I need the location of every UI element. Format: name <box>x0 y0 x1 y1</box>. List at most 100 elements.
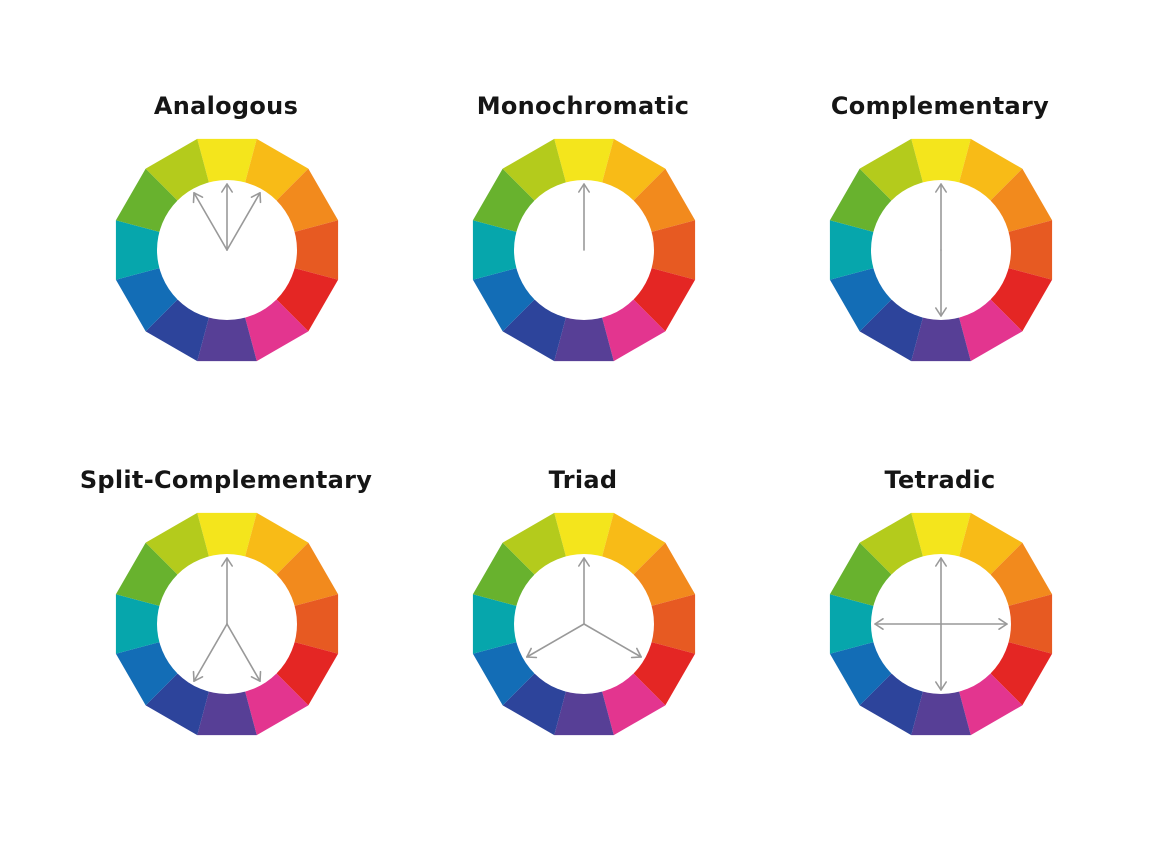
wheel-segment-yellow <box>197 138 257 183</box>
wheel-segment-red <box>633 268 696 332</box>
wheel-segment-yellow <box>554 138 614 183</box>
arrow--30deg <box>192 192 228 251</box>
arrow-120deg <box>583 623 642 659</box>
wheel-segment-blue <box>472 642 535 706</box>
wheel-segment-red-orange <box>294 594 339 654</box>
color-wheel-triad <box>472 512 696 736</box>
wheel-segment-blue-violet <box>145 673 209 736</box>
wheel-segment-red-orange <box>1008 594 1053 654</box>
wheel-segment-blue-green <box>115 594 160 654</box>
arrow-210deg <box>192 623 228 682</box>
arrow-0deg <box>221 557 233 625</box>
arrow-240deg <box>526 623 585 659</box>
wheel-segment-blue <box>829 642 892 706</box>
wheel-segment-green <box>115 168 178 232</box>
wheel-segment-red-orange <box>1008 220 1053 280</box>
wheel-segment-blue-violet <box>145 299 209 362</box>
diagram-title: Complementary <box>830 92 1050 120</box>
wheel-segment-red-violet <box>245 299 309 362</box>
wheel-segment-yellow-orange <box>602 512 666 575</box>
diagram-complementary: Complementary <box>750 92 1130 422</box>
wheel-segment-red-violet <box>959 673 1023 736</box>
wheel-segment-yellow-orange <box>959 512 1023 575</box>
wheel-segment-red <box>990 642 1053 706</box>
arrow-30deg <box>226 192 262 251</box>
wheel-segment-green <box>829 168 892 232</box>
diagram-title: Triad <box>548 466 618 494</box>
wheel-segment-yellow <box>911 512 971 557</box>
wheel-segment-blue <box>115 268 178 332</box>
arrow-270deg <box>874 618 942 630</box>
diagram-title: Monochromatic <box>476 92 690 120</box>
wheel-segment-orange <box>990 168 1053 232</box>
wheel-segment-red-violet <box>602 673 666 736</box>
wheel-segment-yellow-green <box>859 512 923 575</box>
arrow-180deg <box>935 623 947 691</box>
diagram-title: Split-Complementary <box>79 466 373 494</box>
wheel-segment-violet <box>554 317 614 362</box>
diagram-title: Analogous <box>153 92 299 120</box>
wheel-segment-yellow <box>911 138 971 183</box>
wheel-segment-blue <box>829 268 892 332</box>
wheel-segment-red <box>633 642 696 706</box>
arrow-90deg <box>940 618 1008 630</box>
wheel-segment-green <box>472 168 535 232</box>
wheel-segment-violet <box>197 317 257 362</box>
wheel-segment-red <box>990 268 1053 332</box>
wheel-segment-yellow <box>197 512 257 557</box>
arrow-0deg <box>221 183 233 251</box>
wheel-segment-violet <box>197 691 257 736</box>
wheel-segment-yellow-orange <box>245 512 309 575</box>
wheel-segment-red-orange <box>651 594 696 654</box>
color-wheel-tetradic <box>829 512 1053 736</box>
wheel-segment-green <box>115 542 178 606</box>
wheel-segment-yellow-green <box>502 512 566 575</box>
wheel-segment-orange <box>633 542 696 606</box>
wheel-segment-blue <box>115 642 178 706</box>
arrow-180deg <box>935 249 947 317</box>
arrow-0deg <box>578 183 590 251</box>
diagram-split-complementary: Split-Complementary <box>36 466 416 796</box>
diagram-tetradic: Tetradic <box>750 466 1130 796</box>
wheel-segment-orange <box>276 542 339 606</box>
wheel-segment-violet <box>554 691 614 736</box>
wheel-segment-green <box>472 542 535 606</box>
wheel-segment-violet <box>911 317 971 362</box>
wheel-segment-green <box>829 542 892 606</box>
color-wheel-monochromatic <box>472 138 696 362</box>
wheel-segment-red <box>276 268 339 332</box>
wheel-segment-orange <box>633 168 696 232</box>
wheel-segment-blue-green <box>829 594 874 654</box>
wheel-segment-red-violet <box>602 299 666 362</box>
wheel-segment-blue <box>472 268 535 332</box>
diagram-monochromatic: Monochromatic <box>393 92 773 422</box>
color-wheel-analogous <box>115 138 339 362</box>
wheel-segment-red-violet <box>959 299 1023 362</box>
color-wheel-complementary <box>829 138 1053 362</box>
wheel-segment-blue-violet <box>502 673 566 736</box>
wheel-segment-blue-green <box>472 220 517 280</box>
diagram-triad: Triad <box>393 466 773 796</box>
wheel-segment-red-orange <box>651 220 696 280</box>
wheel-segment-orange <box>990 542 1053 606</box>
wheel-segment-blue-violet <box>859 299 923 362</box>
wheel-segment-yellow-orange <box>959 138 1023 201</box>
wheel-segment-yellow-green <box>859 138 923 201</box>
wheel-segment-violet <box>911 691 971 736</box>
arrow-0deg <box>935 557 947 625</box>
wheel-segment-red <box>276 642 339 706</box>
wheel-segment-yellow <box>554 512 614 557</box>
wheel-segment-yellow-green <box>145 512 209 575</box>
diagram-title: Tetradic <box>884 466 996 494</box>
wheel-segment-yellow-green <box>145 138 209 201</box>
wheel-segment-blue-green <box>472 594 517 654</box>
wheel-segment-yellow-green <box>502 138 566 201</box>
wheel-segment-red-orange <box>294 220 339 280</box>
arrow-0deg <box>578 557 590 625</box>
wheel-segment-blue-violet <box>502 299 566 362</box>
arrow-0deg <box>935 183 947 251</box>
color-wheel-split-complementary <box>115 512 339 736</box>
wheel-segment-blue-green <box>115 220 160 280</box>
diagram-analogous: Analogous <box>36 92 416 422</box>
wheel-segment-orange <box>276 168 339 232</box>
